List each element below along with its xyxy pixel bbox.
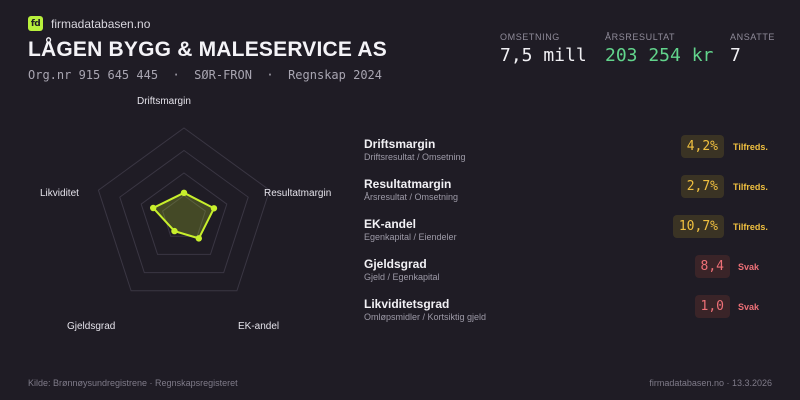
- radar-label-ek-andel: EK-andel: [238, 321, 280, 332]
- metric-desc: Årsresultat / Omsetning: [364, 192, 459, 202]
- radar-point: [195, 235, 203, 242]
- radar-point: [171, 227, 178, 235]
- radar-label-gjeldsgrad: Gjeldsgrad: [67, 321, 116, 332]
- metric-desc: Egenkapital / Eiendeler: [364, 232, 457, 242]
- radar-point: [180, 189, 188, 196]
- metric-value: 4,2%: [680, 135, 724, 158]
- metric-status: Tilfreds.: [733, 142, 768, 152]
- metric-value: 10,7%: [672, 215, 724, 238]
- company-name: LÅGEN BYGG & MALESERVICE AS: [28, 38, 387, 61]
- metric-value: 1,0: [694, 295, 730, 318]
- radar-point: [210, 205, 218, 212]
- radar-point: [149, 204, 157, 212]
- kpi-value: 7,5 mill: [500, 45, 587, 66]
- radar-label-resultatmargin: Resultatmargin: [264, 188, 332, 199]
- metric-status: Tilfreds.: [733, 182, 768, 192]
- kpi-label: ÅRSRESULTAT: [605, 32, 676, 42]
- radar-grid-ring: [140, 172, 228, 255]
- metric-status: Svak: [738, 302, 760, 312]
- brand-name[interactable]: firmadatabasen.no: [51, 16, 151, 31]
- logo-icon: fd: [28, 16, 43, 31]
- radar-chart: [97, 127, 271, 292]
- radar-label-likviditet: Likviditet: [40, 188, 79, 199]
- metric-row-likviditetsgrad: Likviditetsgrad Omløpsmidler / Kortsikti…: [364, 294, 784, 334]
- radar-grid-ring: [119, 149, 249, 274]
- metric-row-resultatmargin: Resultatmargin Årsresultat / Omsetning 2…: [364, 174, 784, 214]
- metric-desc: Gjeld / Egenkapital: [364, 272, 440, 282]
- company-meta: Org.nr 915 645 445 · SØR-FRON · Regnskap…: [28, 68, 383, 82]
- kpi-ansatte: ANSATTE 7: [730, 32, 775, 66]
- kpi-label: ANSATTE: [730, 32, 776, 42]
- footer-source: Kilde: Brønnøysundregistrene · Regnskaps…: [28, 378, 238, 388]
- metric-name: Gjeldsgrad: [364, 257, 427, 271]
- radar-grid: [97, 127, 271, 292]
- footer-site-date[interactable]: firmadatabasen.no · 13.3.2026: [649, 378, 772, 388]
- kpi-label: OMSETNING: [500, 32, 560, 42]
- brand: fd firmadatabasen.no: [28, 16, 150, 31]
- metric-desc: Driftsresultat / Omsetning: [364, 152, 466, 162]
- metric-value: 8,4: [694, 255, 730, 278]
- metric-desc: Omløpsmidler / Kortsiktig gjeld: [364, 312, 487, 322]
- radar-grid-ring: [162, 194, 206, 237]
- metric-status: Svak: [738, 262, 760, 272]
- kpi-value: 7: [730, 45, 741, 66]
- radar-area: [151, 191, 216, 240]
- metric-row-driftsmargin: Driftsmargin Driftsresultat / Omsetning …: [364, 134, 784, 174]
- kpi-arsresultat: ÅRSRESULTAT 203 254 kr: [605, 32, 713, 66]
- metric-status: Tilfreds.: [733, 222, 768, 232]
- metric-name: EK-andel: [364, 217, 417, 231]
- metric-value: 2,7%: [680, 175, 724, 198]
- radar-label-driftsmargin: Driftsmargin: [137, 96, 191, 107]
- metric-name: Likviditetsgrad: [364, 297, 450, 311]
- metric-row-gjeldsgrad: Gjeldsgrad Gjeld / Egenkapital 8,4 Svak: [364, 254, 784, 294]
- radar-grid-ring: [97, 127, 271, 292]
- kpi-value: 203 254 kr: [605, 45, 714, 66]
- radar-shape: [149, 189, 218, 242]
- metric-name: Driftsmargin: [364, 137, 436, 151]
- metric-row-ek-andel: EK-andel Egenkapital / Eiendeler 10,7% T…: [364, 214, 784, 254]
- metrics-list: Driftsmargin Driftsresultat / Omsetning …: [364, 134, 784, 334]
- metric-name: Resultatmargin: [364, 177, 452, 191]
- kpi-omsetning: OMSETNING 7,5 mill: [500, 32, 587, 66]
